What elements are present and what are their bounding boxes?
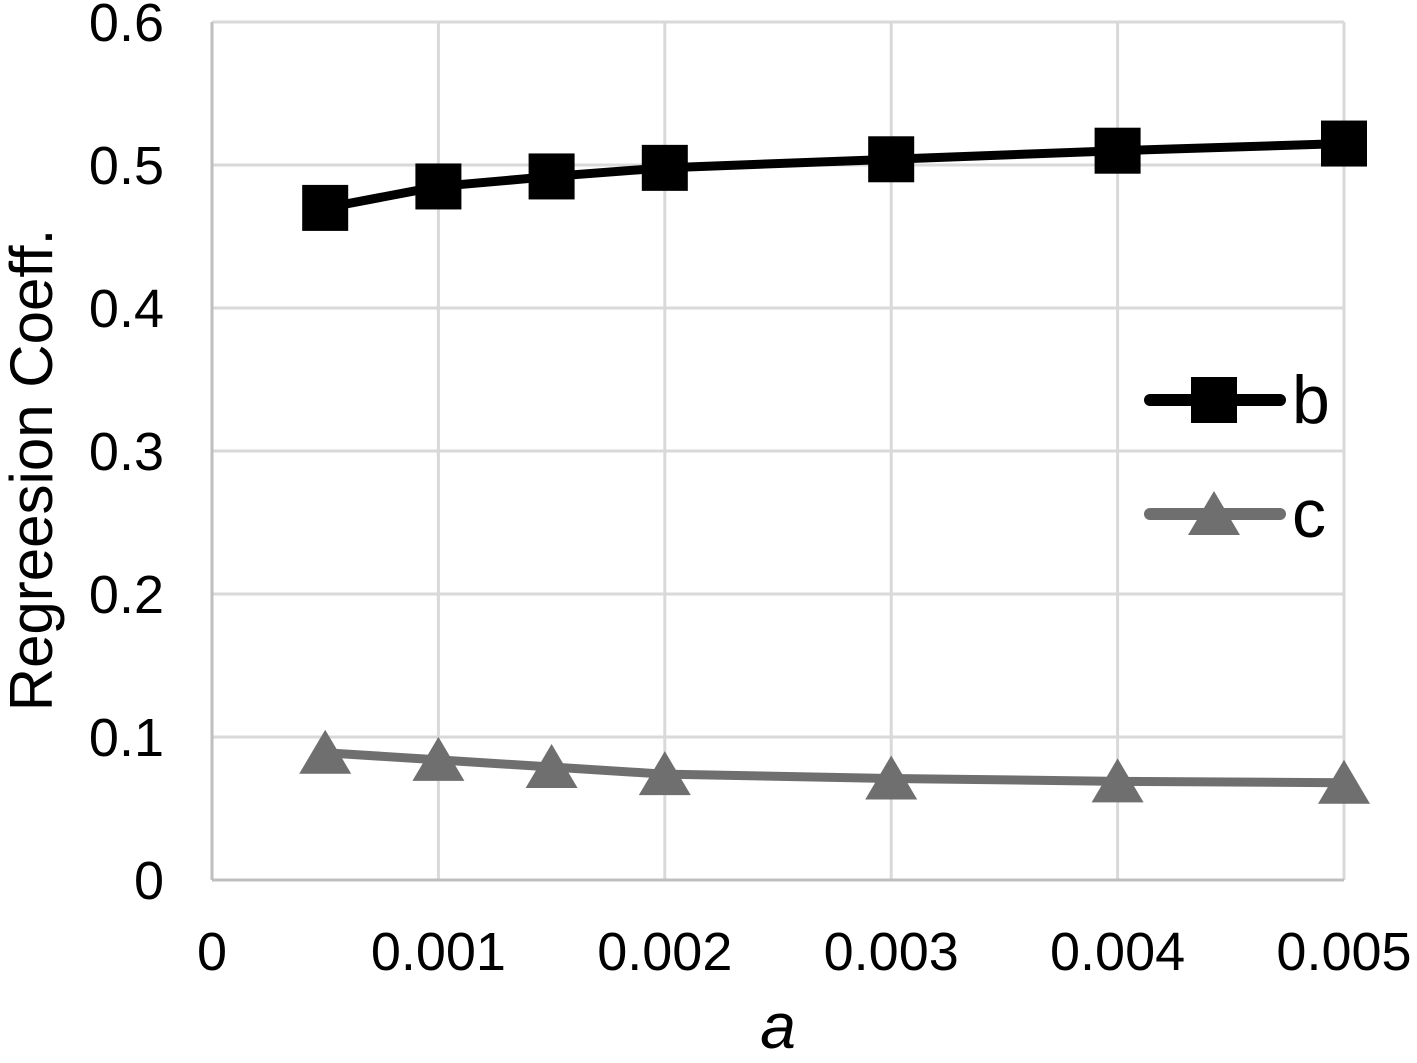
series-b-marker [302, 184, 349, 231]
y-tick-label: 0.2 [89, 565, 164, 625]
y-tick-label: 0.5 [89, 136, 164, 196]
x-tick-label: 0.003 [824, 922, 959, 982]
y-tick-label: 0.3 [89, 422, 164, 482]
series-c-marker [638, 751, 691, 796]
series-c-marker [299, 729, 352, 774]
x-tick-label: 0.005 [1276, 922, 1411, 982]
x-tick-label: 0 [197, 922, 227, 982]
series-b-marker [1321, 120, 1367, 167]
x-tick-label: 0.002 [597, 922, 732, 982]
legend-c-marker [1188, 491, 1240, 535]
y-tick-label: 0.1 [89, 708, 164, 768]
series-b-marker [415, 163, 462, 210]
legend-b-label: b [1292, 362, 1330, 438]
y-tick-label: 0.6 [89, 0, 164, 53]
x-tick-label: 0.001 [371, 922, 506, 982]
series-b-marker [868, 136, 915, 183]
series-b-marker [641, 144, 688, 191]
series-b-marker [528, 153, 575, 200]
legend-b-marker [1191, 377, 1237, 423]
x-tick-label: 0.004 [1050, 922, 1185, 982]
series-c-marker [412, 736, 465, 781]
y-tick-label: 0.4 [89, 279, 164, 339]
series-c-marker [1091, 758, 1144, 803]
series-c-marker [525, 744, 578, 789]
y-axis-title: Regreesion Coeff. [0, 229, 65, 712]
x-axis-title: a [760, 990, 796, 1062]
legend-c-label: c [1292, 476, 1326, 552]
series-b-marker [1094, 127, 1141, 174]
series-c-marker [1318, 759, 1370, 804]
y-tick-label: 0 [134, 851, 164, 911]
series-c-marker [865, 755, 918, 800]
